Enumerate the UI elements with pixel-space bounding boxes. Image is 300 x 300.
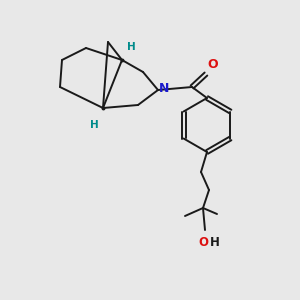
Text: H: H [210, 236, 220, 249]
Text: O: O [198, 236, 208, 249]
Text: H: H [90, 120, 99, 130]
Text: O: O [207, 58, 217, 71]
Text: H: H [127, 42, 136, 52]
Text: N: N [159, 82, 169, 95]
